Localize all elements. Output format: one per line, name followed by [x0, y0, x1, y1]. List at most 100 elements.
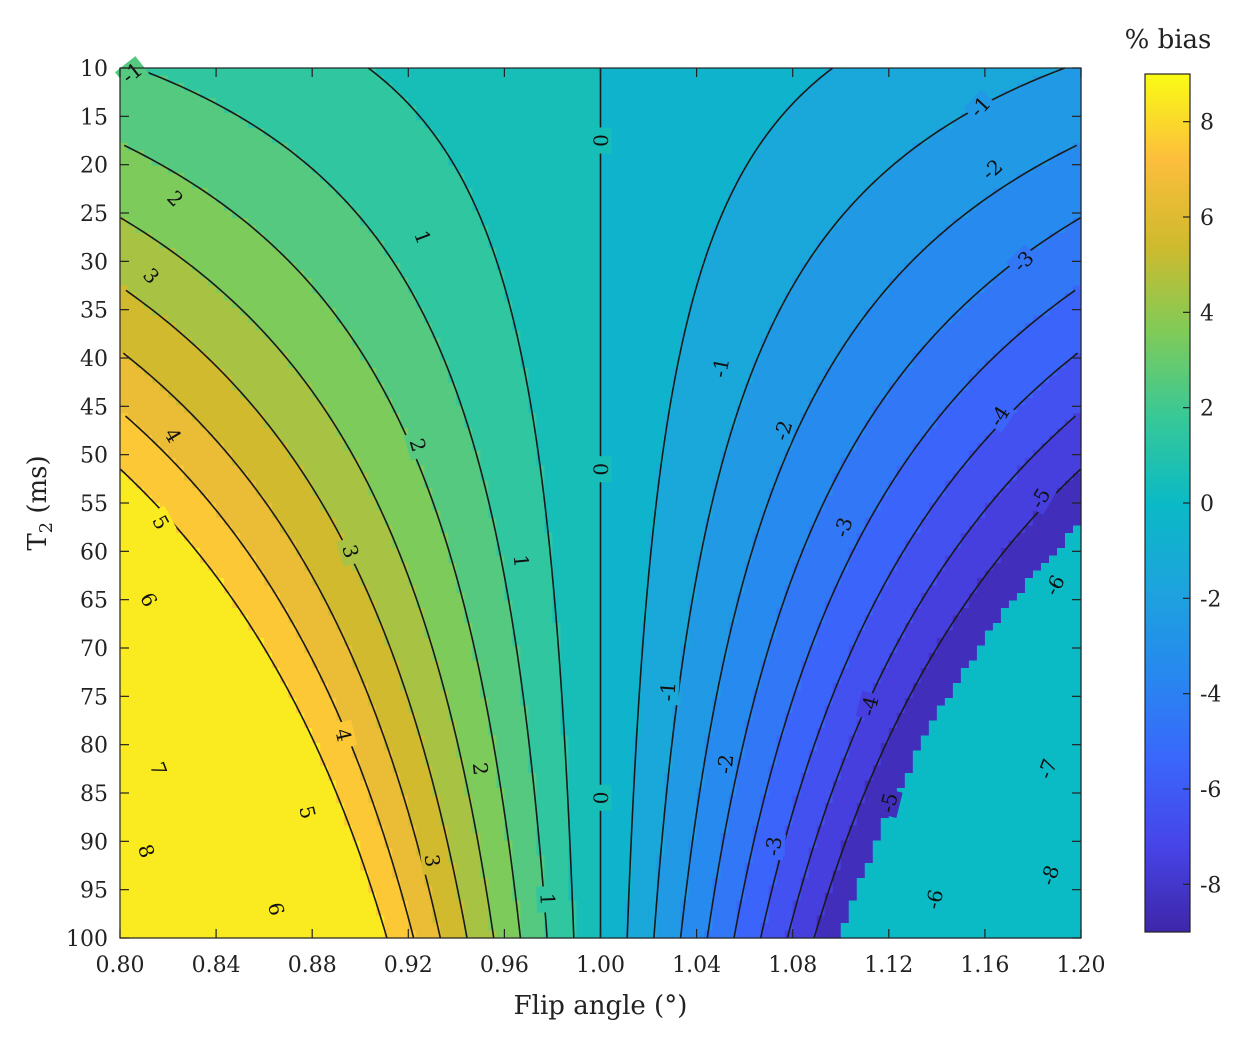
- contour-fill-cell: [408, 255, 417, 264]
- contour-fill-cell: [256, 150, 265, 159]
- contour-fill-cell: [304, 645, 313, 654]
- contour-fill-cell: [168, 278, 177, 287]
- contour-fill-cell: [272, 420, 281, 429]
- contour-fill-cell: [328, 600, 337, 609]
- contour-fill-cell: [136, 780, 145, 789]
- contour-fill-cell: [288, 788, 297, 797]
- contour-fill-cell: [184, 113, 193, 122]
- contour-fill-cell: [384, 660, 393, 669]
- contour-fill-cell: [440, 698, 449, 707]
- contour-fill-cell: [360, 668, 369, 677]
- contour-fill-cell: [160, 795, 169, 804]
- contour-fill-cell: [136, 465, 145, 474]
- contour-fill-cell: [232, 263, 241, 272]
- contour-fill-cell: [432, 585, 441, 594]
- contour-fill-cell: [248, 690, 257, 699]
- contour-fill-cell: [344, 488, 353, 497]
- contour-fill-cell: [224, 743, 233, 752]
- contour-fill-cell: [264, 270, 273, 279]
- contour-fill-cell: [360, 585, 369, 594]
- contour-fill-cell: [144, 143, 153, 152]
- contour-fill-cell: [176, 375, 185, 384]
- contour-fill-cell: [168, 653, 177, 662]
- contour-fill-cell: [408, 735, 417, 744]
- contour-fill-cell: [280, 338, 289, 347]
- contour-fill-cell: [168, 593, 177, 602]
- contour-fill-cell: [120, 758, 129, 767]
- contour-fill-cell: [336, 240, 345, 249]
- contour-fill-cell: [120, 173, 129, 182]
- contour-fill-cell: [176, 923, 185, 932]
- contour-fill-cell: [416, 330, 425, 339]
- contour-fill-cell: [216, 765, 225, 774]
- contour-fill-cell: [344, 623, 353, 632]
- contour-fill-cell: [288, 308, 297, 317]
- contour-fill-cell: [184, 773, 193, 782]
- contour-fill-cell: [352, 218, 361, 227]
- contour-fill-cell: [200, 773, 209, 782]
- contour-fill-cell: [248, 870, 257, 879]
- contour-fill-cell: [408, 555, 417, 564]
- contour-fill-cell: [320, 615, 329, 624]
- contour-fill-cell: [344, 480, 353, 489]
- contour-fill-cell: [448, 855, 457, 864]
- contour-fill-cell: [208, 525, 217, 534]
- contour-fill-cell: [288, 443, 297, 452]
- contour-fill-cell: [304, 863, 313, 872]
- contour-fill-cell: [336, 420, 345, 429]
- contour-fill-cell: [288, 458, 297, 467]
- contour-fill-cell: [440, 405, 449, 414]
- contour-fill-cell: [136, 870, 145, 879]
- contour-fill-cell: [208, 848, 217, 857]
- contour-fill-cell: [320, 638, 329, 647]
- contour-fill-cell: [368, 518, 377, 527]
- contour-fill-cell: [128, 668, 137, 677]
- contour-fill-cell: [440, 503, 449, 512]
- contour-fill-cell: [216, 885, 225, 894]
- contour-fill-cell: [320, 368, 329, 377]
- contour-fill-cell: [192, 203, 201, 212]
- contour-fill-cell: [416, 600, 425, 609]
- contour-fill-cell: [336, 488, 345, 497]
- contour-fill-cell: [304, 893, 313, 902]
- contour-fill-cell: [432, 840, 441, 849]
- contour-fill-cell: [208, 390, 217, 399]
- contour-fill-cell: [432, 308, 441, 317]
- contour-fill-cell: [144, 615, 153, 624]
- contour-fill-cell: [280, 698, 289, 707]
- contour-fill-cell: [344, 780, 353, 789]
- contour-fill-cell: [272, 863, 281, 872]
- contour-fill-cell: [128, 413, 137, 422]
- contour-fill-cell: [160, 413, 169, 422]
- contour-fill-cell: [160, 165, 169, 174]
- contour-fill-cell: [144, 323, 153, 332]
- contour-fill-cell: [144, 525, 153, 534]
- contour-fill-cell: [456, 630, 465, 639]
- contour-fill-cell: [240, 848, 249, 857]
- contour-fill-cell: [168, 233, 177, 242]
- contour-fill-cell: [232, 698, 241, 707]
- contour-fill-cell: [288, 668, 297, 677]
- contour-fill-cell: [296, 690, 305, 699]
- contour-fill-cell: [184, 518, 193, 527]
- contour-fill-cell: [328, 803, 337, 812]
- contour-fill-cell: [296, 180, 305, 189]
- contour-fill-cell: [144, 638, 153, 647]
- contour-fill-cell: [432, 495, 441, 504]
- contour-fill-cell: [312, 735, 321, 744]
- contour-fill-cell: [152, 488, 161, 497]
- contour-fill-cell: [352, 323, 361, 332]
- contour-fill-cell: [192, 75, 201, 84]
- contour-fill-cell: [176, 383, 185, 392]
- contour-fill-cell: [128, 158, 137, 167]
- contour-fill-cell: [432, 203, 441, 212]
- contour-fill-cell: [216, 638, 225, 647]
- contour-fill-cell: [208, 83, 217, 92]
- contour-fill-cell: [336, 465, 345, 474]
- contour-fill-cell: [320, 788, 329, 797]
- contour-fill-cell: [176, 510, 185, 519]
- contour-fill-cell: [216, 390, 225, 399]
- contour-fill-cell: [336, 713, 345, 722]
- contour-fill-cell: [344, 668, 353, 677]
- contour-fill-cell: [168, 878, 177, 887]
